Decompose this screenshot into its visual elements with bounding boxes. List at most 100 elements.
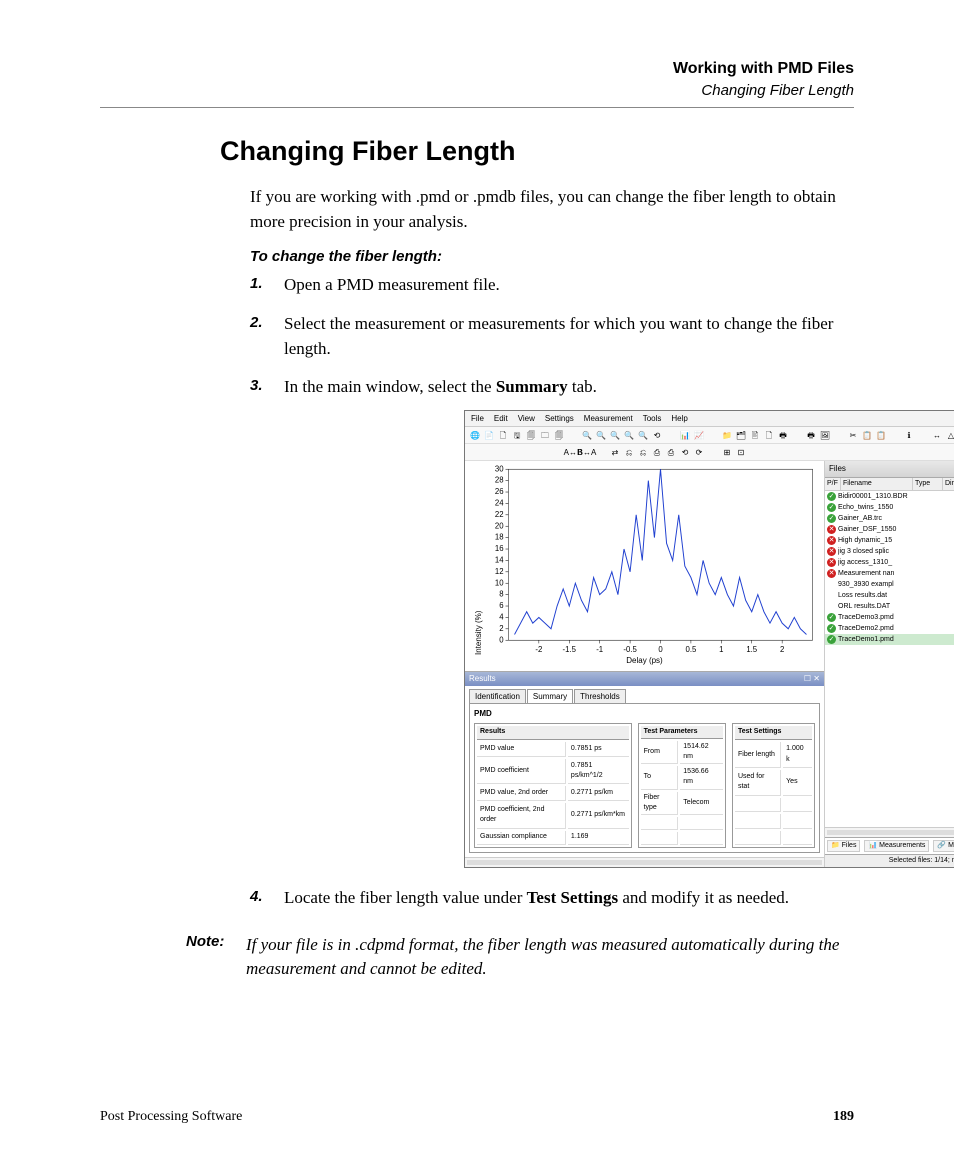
toolbar-button[interactable]: ⎙	[651, 446, 663, 458]
toolbar-button[interactable]: ℹ	[903, 429, 915, 441]
menubar[interactable]: File Edit View Settings Measurement Tools Help	[465, 411, 954, 428]
step-2: Select the measurement or measurements f…	[250, 312, 854, 361]
toolbar-button[interactable]	[567, 429, 579, 441]
toolbar-row-2[interactable]: A↔BB↔A⇄⎌⎌⎙⎙⟲⟳⊞⊡	[465, 444, 954, 461]
toolbar-button[interactable]	[511, 446, 523, 458]
toolbar-button[interactable]: 🔍	[595, 429, 607, 441]
toolbar-button[interactable]	[917, 429, 929, 441]
toolbar-button[interactable]: 🖶	[805, 429, 817, 441]
toolbar-button[interactable]: 📄	[483, 429, 495, 441]
toolbar-row-1[interactable]: 🌐📄🗋🖫🗐🗀🗐🔍🔍🔍🔍🔍⟲📊📈📁🗂🖹🗋🖶🖶🖼✂📋📋ℹ↔△△△	[465, 427, 954, 444]
toolbar-button[interactable]: 🗐	[553, 429, 565, 441]
file-row[interactable]: ✓Gainer_AB.trcOTDRA->B	[825, 513, 954, 524]
files-tab[interactable]: 📁 Files	[827, 840, 860, 852]
files-scrollbar[interactable]	[825, 827, 954, 837]
svg-text:4: 4	[499, 613, 504, 622]
file-row[interactable]: ORL results.DATOLTSB->A	[825, 601, 954, 612]
file-row[interactable]: ✓Bidir00001_1310.BDRBDRBidir	[825, 491, 954, 502]
results-panel-controls[interactable]: ☐ ✕	[804, 673, 820, 685]
toolbar-button[interactable]: 🖼	[819, 429, 831, 441]
toolbar-button[interactable]: 🗐	[525, 429, 537, 441]
toolbar-button[interactable]	[469, 446, 481, 458]
file-row[interactable]: ✓TraceDemo2.pmdPMDB	[825, 623, 954, 634]
results-tab-thresholds[interactable]: Thresholds	[574, 689, 626, 704]
results-tabs[interactable]: IdentificationSummaryThresholds	[465, 686, 824, 704]
toolbar-button[interactable]	[833, 429, 845, 441]
file-row[interactable]: ✓Echo_twins_1550DTDRA->B	[825, 502, 954, 513]
toolbar-button[interactable]: 🔍	[609, 429, 621, 441]
svg-text:28: 28	[494, 476, 503, 485]
menu-settings[interactable]: Settings	[545, 413, 574, 425]
test-settings-table[interactable]: Test SettingsFiber length1.000 kUsed for…	[732, 723, 815, 848]
toolbar-button[interactable]: 🗀	[539, 429, 551, 441]
file-row[interactable]: Loss results.datOLTSBidir	[825, 590, 954, 601]
toolbar-button[interactable]: B↔A	[581, 446, 593, 458]
toolbar-button[interactable]: ⎌	[637, 446, 649, 458]
toolbar-button[interactable]: ⟲	[679, 446, 691, 458]
toolbar-button[interactable]	[889, 429, 901, 441]
file-row[interactable]: ✕Measurement nanOTDRA->B	[825, 568, 954, 579]
toolbar-button[interactable]: 📋	[875, 429, 887, 441]
toolbar-button[interactable]	[665, 429, 677, 441]
toolbar-button[interactable]: 🔍	[637, 429, 649, 441]
files-column-headers[interactable]: P/FFilenameTypeDirectionAt	[825, 478, 954, 491]
toolbar-button[interactable]	[483, 446, 495, 458]
menu-help[interactable]: Help	[671, 413, 687, 425]
step-4-text-c: and modify it as needed.	[618, 888, 789, 907]
results-tab-summary[interactable]: Summary	[527, 689, 573, 704]
files-tab[interactable]: 📊 Measurements	[864, 840, 929, 852]
file-row[interactable]: ✕jig 3 closed splicDTDRA->B	[825, 546, 954, 557]
toolbar-button[interactable]	[525, 446, 537, 458]
file-row[interactable]: ✕Gainer_DSF_1550DTDRA->B	[825, 524, 954, 535]
toolbar-button[interactable]: 🖹	[749, 429, 761, 441]
file-row[interactable]: ✕jig access_1310_OTDRA->B	[825, 557, 954, 568]
toolbar-button[interactable]: ⎙	[665, 446, 677, 458]
toolbar-button[interactable]: ⊡	[735, 446, 747, 458]
toolbar-button[interactable]: 🗋	[497, 429, 509, 441]
toolbar-button[interactable]: 📋	[861, 429, 873, 441]
horizontal-scrollbar[interactable]	[465, 857, 824, 867]
menu-edit[interactable]: Edit	[494, 413, 508, 425]
toolbar-button[interactable]	[707, 446, 719, 458]
toolbar-button[interactable]	[539, 446, 551, 458]
toolbar-button[interactable]: ⟲	[651, 429, 663, 441]
toolbar-button[interactable]: ⎌	[623, 446, 635, 458]
svg-text:14: 14	[494, 556, 503, 565]
toolbar-button[interactable]: ⇄	[609, 446, 621, 458]
toolbar-button[interactable]: 🖶	[777, 429, 789, 441]
toolbar-button[interactable]: ↔	[931, 429, 943, 441]
files-list[interactable]: ✓Bidir00001_1310.BDRBDRBidir✓Echo_twins_…	[825, 491, 954, 827]
step-1: Open a PMD measurement file.	[250, 273, 854, 298]
toolbar-button[interactable]: 🗂	[735, 429, 747, 441]
toolbar-button[interactable]	[497, 446, 509, 458]
toolbar-button[interactable]	[595, 446, 607, 458]
chart-y-axis-label: Intensity (%)	[471, 465, 487, 655]
file-row[interactable]: ✓TraceDemo3.pmdPMDB	[825, 612, 954, 623]
menu-view[interactable]: View	[518, 413, 535, 425]
toolbar-button[interactable]: 🔍	[623, 429, 635, 441]
files-tab[interactable]: 🔗 Matched Files	[933, 840, 954, 852]
file-row[interactable]: ✓TraceDemo1.pmdPMDB	[825, 634, 954, 645]
file-row[interactable]: ✕High dynamic_15DTDRA->B	[825, 535, 954, 546]
toolbar-button[interactable]: ⟳	[693, 446, 705, 458]
menu-tools[interactable]: Tools	[643, 413, 662, 425]
toolbar-button[interactable]: 📊	[679, 429, 691, 441]
toolbar-button[interactable]	[707, 429, 719, 441]
svg-text:-1: -1	[596, 645, 603, 654]
toolbar-button[interactable]: 🌐	[469, 429, 481, 441]
toolbar-button[interactable]: 🗋	[763, 429, 775, 441]
toolbar-button[interactable]: 📁	[721, 429, 733, 441]
file-row[interactable]: 930_3930 examplOLTSBidir	[825, 579, 954, 590]
toolbar-button[interactable]: 📈	[693, 429, 705, 441]
toolbar-button[interactable]: △	[945, 429, 954, 441]
menu-file[interactable]: File	[471, 413, 484, 425]
procedure-heading: To change the fiber length:	[100, 248, 854, 265]
toolbar-button[interactable]: 🔍	[581, 429, 593, 441]
toolbar-button[interactable]: ✂	[847, 429, 859, 441]
menu-measurement[interactable]: Measurement	[584, 413, 633, 425]
toolbar-button[interactable]: 🖫	[511, 429, 523, 441]
toolbar-button[interactable]	[791, 429, 803, 441]
toolbar-button[interactable]: ⊞	[721, 446, 733, 458]
files-tabs[interactable]: 📁 Files 📊 Measurements 🔗 Matched Files	[825, 837, 954, 854]
results-tab-identification[interactable]: Identification	[469, 689, 526, 704]
